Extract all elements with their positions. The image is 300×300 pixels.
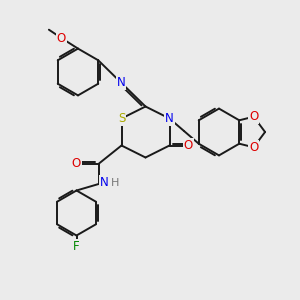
Text: O: O	[184, 139, 193, 152]
Text: H: H	[110, 178, 119, 188]
Text: F: F	[73, 240, 80, 254]
Text: O: O	[249, 110, 258, 123]
Text: O: O	[72, 157, 81, 170]
Text: S: S	[118, 112, 125, 125]
Text: N: N	[165, 112, 174, 125]
Text: N: N	[100, 176, 109, 189]
Text: O: O	[249, 141, 258, 154]
Text: O: O	[57, 32, 66, 45]
Text: N: N	[117, 76, 125, 89]
